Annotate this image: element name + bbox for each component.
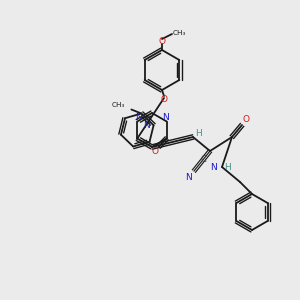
Text: CH₃: CH₃ (112, 103, 125, 109)
Text: N: N (162, 113, 169, 122)
Text: N: N (186, 173, 192, 182)
Text: N: N (135, 113, 142, 122)
Text: C: C (200, 155, 206, 164)
Text: O: O (160, 94, 167, 103)
Text: CH₃: CH₃ (172, 30, 186, 36)
Text: O: O (151, 147, 158, 156)
Text: O: O (158, 37, 166, 46)
Text: N: N (210, 164, 217, 172)
Text: H: H (224, 164, 231, 172)
Text: N: N (143, 121, 150, 130)
Text: H: H (196, 130, 202, 139)
Text: O: O (242, 116, 250, 124)
